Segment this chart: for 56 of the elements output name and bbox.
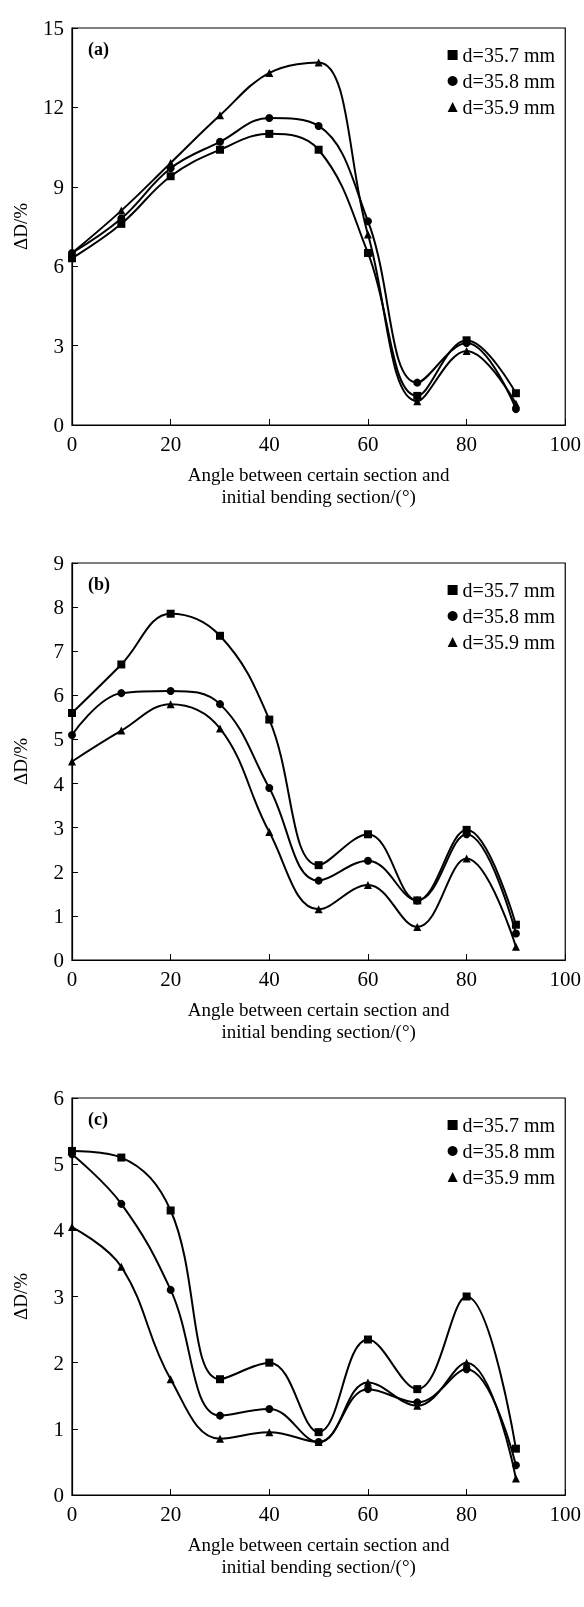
legend-label: d=35.7 mm bbox=[462, 44, 556, 66]
legend-label: d=35.8 mm bbox=[462, 1140, 556, 1162]
annotation: (a) bbox=[88, 39, 109, 60]
y-axis-title: ΔD/% bbox=[10, 737, 31, 786]
y-axis-title: ΔD/% bbox=[10, 1272, 31, 1321]
y-tick-label: 12 bbox=[43, 95, 64, 120]
x-axis-title: Angle between certain section and initial bending section/(°) bbox=[187, 998, 450, 1043]
y-tick-label: 0 bbox=[53, 948, 64, 972]
y-tick-label: 4 bbox=[53, 771, 65, 796]
y-tick-label: 1 bbox=[53, 903, 64, 928]
x-tick-label: 40 bbox=[258, 1501, 280, 1526]
legend-label: d=35.9 mm bbox=[462, 1166, 556, 1188]
x-tick-label: 40 bbox=[258, 431, 280, 456]
legend-label: d=35.8 mm bbox=[462, 605, 556, 627]
y-tick-label: 5 bbox=[53, 1152, 64, 1177]
x-tick-label: 100 bbox=[549, 966, 581, 991]
x-tick-label: 40 bbox=[258, 966, 280, 991]
legend-label: d=35.9 mm bbox=[462, 631, 556, 653]
y-tick-label: 6 bbox=[53, 683, 64, 708]
annotation: (c) bbox=[88, 1109, 108, 1130]
y-tick-label: 2 bbox=[53, 859, 64, 884]
y-tick-label: 3 bbox=[53, 815, 64, 840]
x-tick-label: 60 bbox=[357, 966, 379, 991]
x-tick-label: 100 bbox=[549, 1501, 581, 1526]
y-tick-label: 6 bbox=[53, 254, 64, 279]
y-tick-label: 7 bbox=[53, 639, 64, 664]
y-tick-label: 9 bbox=[53, 174, 64, 199]
y-tick-label: 8 bbox=[53, 595, 64, 620]
y-tick-label: 3 bbox=[53, 1284, 64, 1309]
x-tick-label: 100 bbox=[549, 431, 581, 456]
y-tick-label: 1 bbox=[53, 1416, 64, 1441]
y-tick-label: 0 bbox=[53, 1483, 64, 1507]
y-tick-label: 2 bbox=[53, 1350, 64, 1375]
y-tick-label: 9 bbox=[53, 551, 64, 575]
y-tick-label: 4 bbox=[53, 1218, 65, 1243]
legend-label: d=35.8 mm bbox=[462, 70, 556, 92]
x-axis-title: Angle between certain section and initial bending section/(°) bbox=[187, 463, 450, 508]
x-tick-label: 80 bbox=[456, 431, 478, 456]
y-tick-label: 6 bbox=[53, 1086, 64, 1110]
x-tick-label: 80 bbox=[456, 1501, 478, 1526]
y-tick-label: 5 bbox=[53, 727, 64, 752]
x-tick-label: 60 bbox=[357, 431, 379, 456]
x-tick-label: 60 bbox=[357, 1501, 379, 1526]
x-tick-label: 20 bbox=[160, 1501, 182, 1526]
x-axis-title: Angle between certain section and initial bending section/(°) bbox=[187, 1533, 450, 1578]
y-tick-label: 0 bbox=[53, 413, 64, 437]
x-tick-label: 80 bbox=[456, 966, 478, 991]
x-tick-label: 20 bbox=[160, 966, 182, 991]
legend-label: d=35.7 mm bbox=[462, 579, 556, 601]
legend-label: d=35.9 mm bbox=[462, 96, 556, 118]
y-tick-label: 3 bbox=[53, 333, 64, 358]
annotation: (b) bbox=[88, 574, 110, 595]
x-tick-label: 20 bbox=[160, 431, 182, 456]
legend-label: d=35.7 mm bbox=[462, 1114, 556, 1136]
y-tick-label: 15 bbox=[43, 16, 64, 40]
y-axis-title: ΔD/% bbox=[10, 202, 31, 251]
